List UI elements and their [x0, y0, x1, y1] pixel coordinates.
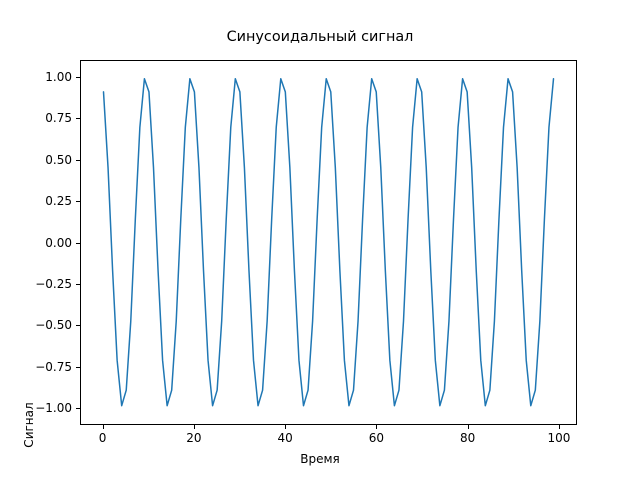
x-tick-label: 40	[277, 431, 293, 445]
x-tick-mark	[102, 425, 104, 429]
y-tick-mark	[76, 408, 80, 410]
x-tick-mark	[467, 425, 469, 429]
y-tick-label: −0.50	[35, 318, 72, 333]
x-tick-mark	[285, 425, 287, 429]
y-tick-label: 0.75	[45, 111, 72, 126]
x-tick-label: 100	[547, 431, 571, 445]
signal-line-plot	[81, 61, 576, 424]
y-tick-label: 0.50	[45, 152, 72, 167]
y-tick-label: 0.00	[45, 235, 72, 250]
x-tick-label: 20	[186, 431, 202, 445]
y-tick-label: −1.00	[35, 401, 72, 416]
signal-line	[103, 79, 553, 406]
x-tick-label: 0	[98, 431, 107, 445]
x-tick-label: 80	[460, 431, 476, 445]
x-tick-mark	[558, 425, 560, 429]
chart-title: Синусоидальный сигнал	[226, 29, 414, 45]
y-tick-mark	[76, 76, 80, 78]
y-tick-label: −0.75	[35, 359, 72, 374]
y-tick-mark	[76, 118, 80, 120]
y-tick-mark	[76, 366, 80, 368]
y-tick-label: 0.25	[45, 194, 72, 208]
x-tick-mark	[193, 425, 195, 429]
y-tick-mark	[76, 201, 80, 202]
y-tick-label: −0.25	[35, 276, 72, 291]
x-axis-tick-labels: 0 20 40 60 80 100	[0, 431, 640, 449]
plot-axes-area	[80, 60, 577, 425]
y-tick-mark	[76, 242, 80, 244]
x-tick-mark	[376, 425, 378, 429]
y-tick-mark	[76, 283, 80, 285]
y-axis-tick-labels: 1.00 0.75 0.50 0.25 0.00 −0.25 −0.50 −0.75 −1.00	[0, 0, 72, 480]
y-tick-label: 1.00	[45, 69, 72, 84]
y-tick-mark	[76, 325, 80, 327]
y-tick-mark	[76, 159, 80, 161]
x-axis-label: Время	[300, 452, 340, 466]
x-tick-label: 60	[368, 431, 385, 445]
